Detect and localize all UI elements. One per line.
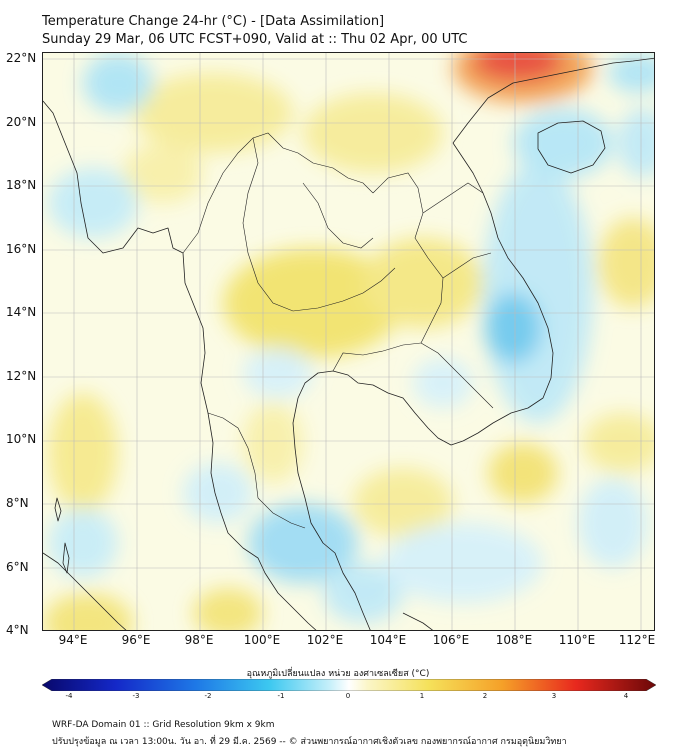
lon-label-108e: 108°E xyxy=(495,633,533,647)
lon-label-104e: 104°E xyxy=(369,633,407,647)
colorbar-tick: 0 xyxy=(345,692,351,700)
lat-label-4n: 4°N xyxy=(6,623,29,637)
graticule xyxy=(43,53,654,630)
lon-label-98e: 98°E xyxy=(184,633,214,647)
lon-label-102e: 102°E xyxy=(306,633,344,647)
colorbar-tick: 2 xyxy=(482,692,488,700)
lat-label-18n: 18°N xyxy=(6,178,37,192)
colorbar-gradient xyxy=(42,679,656,691)
colorbar-tick: 3 xyxy=(551,692,557,700)
lon-label-100e: 100°E xyxy=(243,633,281,647)
temperature-change-map[interactable] xyxy=(42,52,655,631)
title-line-1: Temperature Change 24-hr (°C) - [Data As… xyxy=(42,14,385,29)
lat-label-12n: 12°N xyxy=(6,369,37,383)
footer-line-2: ปรับปรุงข้อมูล ณ เวลา 13:00น. วัน อา. ที… xyxy=(52,737,567,747)
lon-label-94e: 94°E xyxy=(58,633,88,647)
lat-label-16n: 16°N xyxy=(6,242,37,256)
lat-label-14n: 14°N xyxy=(6,305,37,319)
colorbar-tick: -4 xyxy=(65,692,73,700)
temperature-field xyxy=(43,53,654,630)
lon-label-106e: 106°E xyxy=(432,633,470,647)
lat-label-20n: 20°N xyxy=(6,115,37,129)
colorbar-tick: 4 xyxy=(623,692,629,700)
lat-label-10n: 10°N xyxy=(6,432,37,446)
borders xyxy=(182,132,494,529)
colorbar xyxy=(42,679,656,691)
footer-line-1: WRF-DA Domain 01 :: Grid Resolution 9km … xyxy=(52,720,275,730)
colorbar-tick: 1 xyxy=(419,692,425,700)
lon-label-112e: 112°E xyxy=(618,633,656,647)
lon-label-96e: 96°E xyxy=(121,633,151,647)
lat-label-8n: 8°N xyxy=(6,496,29,510)
title-line-2: Sunday 29 Mar, 06 UTC FCST+090, Valid at… xyxy=(42,32,468,47)
coastlines xyxy=(43,57,654,630)
lat-label-6n: 6°N xyxy=(6,560,29,574)
map-title: Temperature Change 24-hr (°C) - [Data As… xyxy=(42,13,468,49)
colorbar-title: อุณหภูมิเปลี่ยนแปลง หน่วย องศาเซลเซียส (… xyxy=(246,669,430,679)
colorbar-tick: -3 xyxy=(132,692,140,700)
lat-label-22n: 22°N xyxy=(6,51,37,65)
colorbar-tick: -1 xyxy=(277,692,285,700)
colorbar-tick: -2 xyxy=(204,692,212,700)
lon-label-110e: 110°E xyxy=(558,633,596,647)
